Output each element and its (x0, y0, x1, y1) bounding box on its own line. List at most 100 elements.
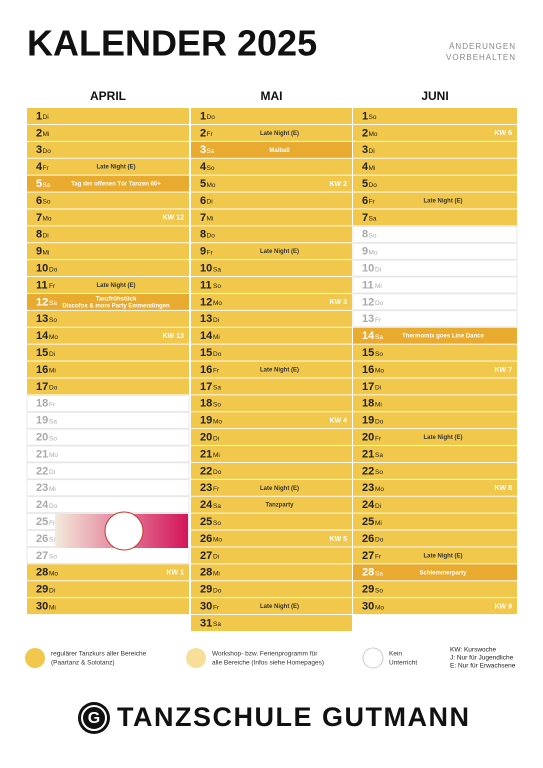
day-number: 23 (200, 482, 212, 494)
day-number: 29 (36, 584, 48, 596)
weekday: Do (49, 266, 58, 273)
day-row (191, 581, 352, 598)
day-number: 12 (362, 296, 374, 308)
weekday: Mi (375, 401, 382, 408)
weekday: Mi (49, 604, 56, 611)
abbreviation: KW: Kurswoche (450, 647, 497, 654)
day-row (352, 310, 518, 328)
weekday: Mi (375, 283, 382, 290)
day-number: 11 (200, 279, 212, 291)
day-row (352, 293, 518, 311)
day-row (353, 446, 517, 462)
day-number: 18 (200, 398, 212, 410)
weekday: Mo (213, 537, 222, 544)
day-row (191, 158, 352, 175)
day-row (353, 564, 517, 581)
day-row (191, 547, 352, 564)
day-row (191, 412, 352, 429)
footer-name: TANZSCHULE GUTMANN (117, 702, 469, 732)
weekday: So (369, 114, 377, 121)
day-number: 1 (200, 110, 206, 122)
day-row (27, 361, 189, 378)
weekday: Di (49, 587, 55, 594)
day-row (353, 412, 517, 429)
day-number: 23 (362, 482, 374, 494)
day-number: 4 (362, 161, 369, 173)
kw-label: KW 13 (163, 333, 185, 340)
note: VORBEHALTEN (446, 53, 516, 62)
day-number: 6 (362, 195, 368, 207)
day-number: 28 (200, 567, 212, 579)
kw-label: KW 3 (330, 299, 348, 306)
weekday: Mo (49, 570, 58, 577)
weekday: Di (213, 317, 219, 324)
day-row (27, 158, 189, 175)
day-row (27, 277, 189, 293)
day-number: 8 (36, 229, 42, 241)
day-number: 3 (200, 144, 206, 156)
day-row (353, 175, 517, 192)
weekday: Mi (43, 131, 50, 138)
weekday: Mo (369, 131, 378, 138)
kw-label: KW 12 (163, 215, 185, 222)
weekday: Do (213, 351, 222, 358)
day-number: 15 (36, 347, 48, 359)
weekday: Di (375, 503, 381, 510)
weekday: Mo (207, 182, 216, 189)
day-number: 21 (200, 448, 212, 460)
weekday: So (213, 520, 221, 527)
weekday: Di (213, 554, 219, 561)
day-row (191, 530, 352, 547)
weekday: Do (213, 469, 222, 476)
day-number: 16 (362, 364, 374, 376)
abbreviation: E: Nur für Erwachsene (450, 663, 516, 670)
day-number: 24 (200, 499, 213, 511)
day-row (26, 394, 190, 412)
day-row (26, 411, 190, 429)
day-number: 7 (362, 212, 368, 224)
day-number: 5 (200, 178, 206, 190)
day-row (191, 344, 352, 361)
weekday: So (369, 232, 377, 239)
weekday: Do (375, 418, 384, 425)
day-number: 2 (200, 127, 206, 139)
event: Late Night (E) (260, 249, 299, 255)
day-number: 22 (362, 465, 374, 477)
day-row (27, 564, 189, 581)
event: Tag der offenen Tür Tanzen 60+ (71, 182, 161, 188)
weekday: Fr (207, 249, 214, 256)
weekday: Mi (49, 368, 56, 375)
day-number: 11 (36, 279, 48, 291)
event: Schlemmerparty (419, 570, 467, 576)
day-number: 23 (36, 482, 48, 494)
weekday: Fr (49, 520, 56, 527)
weekday: Fr (375, 435, 382, 442)
day-number: 15 (200, 347, 212, 359)
event: Late Night (E) (260, 604, 299, 610)
day-number: 18 (362, 398, 374, 410)
kw-label: KW 5 (330, 536, 348, 543)
day-row (352, 276, 518, 294)
day-number: 22 (36, 465, 48, 477)
day-row (353, 141, 517, 158)
day-row (353, 429, 517, 446)
day-row (191, 124, 352, 141)
day-number: 15 (362, 347, 374, 359)
day-number: 3 (362, 144, 368, 156)
day-number: 17 (362, 381, 374, 393)
kw-label: KW 1 (167, 570, 185, 577)
day-number: 16 (200, 364, 212, 376)
day-row (191, 378, 352, 395)
weekday: Do (43, 148, 52, 155)
day-row (353, 530, 517, 547)
day-number: 3 (36, 144, 42, 156)
weekday: Mo (43, 216, 52, 223)
event: Discofox & more Party Emmendingen (62, 303, 170, 309)
day-number: 6 (36, 195, 42, 207)
day-number: 17 (36, 381, 48, 393)
day-row (27, 141, 189, 158)
day-number: 21 (36, 448, 48, 460)
day-row (353, 547, 517, 564)
day-row (27, 378, 189, 395)
weekday: Mo (213, 418, 222, 425)
